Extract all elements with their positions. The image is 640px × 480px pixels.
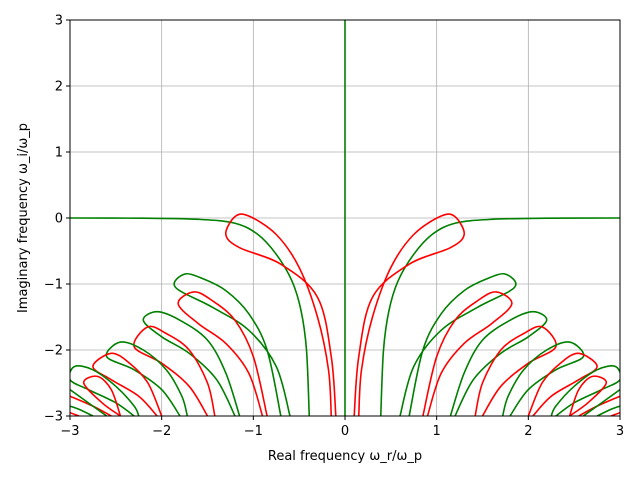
x-tick-label: −3	[60, 424, 79, 439]
x-tick-label: 3	[616, 424, 624, 439]
x-tick-label: 1	[433, 424, 441, 439]
red-contour-line	[82, 375, 122, 416]
red-contour-line	[568, 375, 608, 416]
red-contour-line	[92, 352, 163, 416]
y-tick-label: −1	[44, 278, 63, 293]
green-contour-line	[379, 217, 620, 416]
red-contour-line	[133, 325, 216, 416]
green-contour-line	[399, 272, 517, 416]
y-tick-label: −2	[44, 344, 63, 359]
green-contour-line	[70, 388, 108, 416]
red-contour-line	[474, 325, 557, 416]
x-tick-label: −1	[244, 424, 263, 439]
green-contour-line	[70, 405, 94, 416]
y-axis-label: Imaginary frequency ω_i/ω_p	[16, 123, 31, 313]
red-contour-line	[422, 291, 513, 416]
green-contour-line	[173, 272, 291, 416]
green-contour-line	[582, 388, 620, 416]
x-tick-label: 0	[341, 424, 349, 439]
red-contour-line	[177, 291, 268, 416]
red-contour-line	[610, 411, 620, 416]
series-layer	[70, 20, 620, 416]
green-contour-line	[105, 341, 189, 416]
red-contour-line	[70, 411, 80, 416]
green-contour-line	[550, 365, 620, 416]
green-contour-line	[596, 405, 620, 416]
red-contour-line	[527, 352, 598, 416]
red-contour-line	[225, 213, 337, 416]
y-tick-label: 3	[55, 14, 63, 29]
green-contour-line	[142, 310, 241, 416]
green-contour-line	[70, 217, 311, 416]
y-tick-label: 2	[55, 80, 63, 95]
y-tick-label: 0	[55, 212, 63, 227]
y-tick-label: −3	[44, 410, 63, 425]
green-contour-line	[70, 365, 140, 416]
green-contour-line	[501, 341, 585, 416]
ticks: −3 −2 −1 0 1 2 3 −3 −2 −1 0 1 2 3	[44, 14, 624, 440]
x-tick-label: 2	[524, 424, 532, 439]
y-tick-label: 1	[55, 146, 63, 161]
red-contour-line	[353, 213, 465, 416]
x-axis-label: Real frequency ω_r/ω_p	[268, 449, 422, 464]
green-contour-line	[449, 310, 548, 416]
x-tick-label: −2	[152, 424, 171, 439]
